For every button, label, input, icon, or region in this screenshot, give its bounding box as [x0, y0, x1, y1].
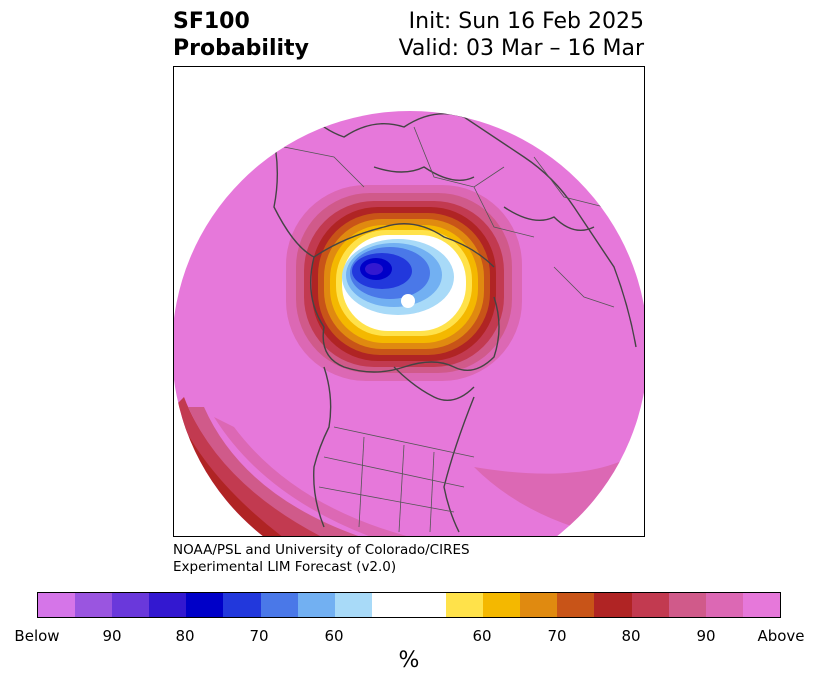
colorbar-segment [371, 593, 447, 617]
colorbar-tick-label: 60 [324, 627, 344, 645]
colorbar-segment [742, 593, 780, 617]
colorbar-segment [631, 593, 669, 617]
chart-title-right: Init: Sun 16 Feb 2025 Valid: 03 Mar – 16… [399, 8, 644, 62]
colorbar-segment [705, 593, 743, 617]
edge-band-light [214, 417, 414, 536]
probability-map [174, 111, 644, 536]
colorbar-tick-label: Below [14, 627, 60, 645]
valid-range: Valid: 03 Mar – 16 Mar [398, 36, 644, 61]
colorbar-segment [38, 593, 76, 617]
colorbar-segment [594, 593, 632, 617]
colorbar-unit: % [398, 648, 420, 673]
credit-text: NOAA/PSL and University of Colorado/CIRE… [173, 542, 470, 576]
colorbar-segment [223, 593, 261, 617]
colorbar-tick-label: 60 [472, 627, 492, 645]
pole-marker [401, 294, 415, 308]
edge-band-rose [174, 397, 324, 536]
colorbar-segment [668, 593, 706, 617]
colorbar-tick-label: 70 [249, 627, 269, 645]
colorbar-segment [297, 593, 335, 617]
colorbar-segment [446, 593, 484, 617]
colorbar-segment [112, 593, 150, 617]
colorbar-segment [260, 593, 298, 617]
credit-line2: Experimental LIM Forecast (v2.0) [173, 559, 397, 575]
init-date: Init: Sun 16 Feb 2025 [408, 9, 644, 34]
edge-band-pink [188, 407, 364, 536]
us-state-borders [318, 426, 475, 533]
anomaly-rings [286, 185, 522, 381]
coastline-outline [263, 111, 637, 533]
ring-85-below [365, 263, 383, 275]
colorbar-tick-label: 70 [547, 627, 567, 645]
colorbar-tick-label: 80 [175, 627, 195, 645]
chart-title-left: SF100 Probability [173, 8, 309, 62]
credit-line1: NOAA/PSL and University of Colorado/CIRE… [173, 542, 470, 558]
colorbar-segment [186, 593, 224, 617]
colorbar-segment [557, 593, 595, 617]
colorbar-tick-label: 90 [696, 627, 716, 645]
colorbar [37, 592, 781, 618]
country-borders [283, 126, 615, 308]
field-type: Probability [173, 36, 309, 61]
colorbar-tick-label: 80 [621, 627, 641, 645]
colorbar-tick-label: Above [757, 627, 805, 645]
colorbar-segment [149, 593, 187, 617]
map-disk [174, 111, 644, 536]
colorbar-segment [483, 593, 521, 617]
colorbar-tick-label: 90 [102, 627, 122, 645]
colorbar-segment [334, 593, 372, 617]
colorbar-labels: Below 90 80 70 60 60 70 80 90 Above [0, 627, 819, 647]
field-name: SF100 [173, 9, 250, 34]
colorbar-segment [75, 593, 113, 617]
colorbar-segment [520, 593, 558, 617]
map-panel [173, 66, 645, 537]
